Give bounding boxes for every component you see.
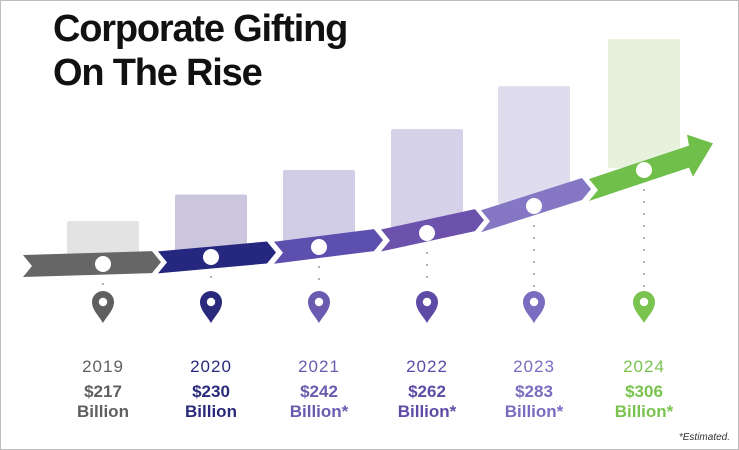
value-amount-2022: $262 <box>408 382 446 401</box>
arrow-segment-2019 <box>23 251 161 277</box>
chart-title: Corporate Gifting On The Rise <box>53 7 348 95</box>
value-label-2020: $230 Billion <box>151 382 271 422</box>
location-pin-dot-2024 <box>639 297 649 307</box>
leader-dot-2024 <box>643 189 645 191</box>
leader-dot-2024 <box>643 237 645 239</box>
value-label-2019: $217 Billion <box>43 382 163 422</box>
leader-dot-2024 <box>643 273 645 275</box>
value-label-2024: $306 Billion* <box>584 382 704 422</box>
value-amount-2024: $306 <box>625 382 663 401</box>
location-pin-icon-2022 <box>416 291 438 323</box>
title-line-2: On The Rise <box>53 52 263 94</box>
value-unit-2021: Billion* <box>289 402 349 421</box>
value-label-2023: $283 Billion* <box>474 382 594 422</box>
location-pin-icon-2023 <box>523 291 545 323</box>
value-amount-2023: $283 <box>515 382 553 401</box>
leader-dot-2023 <box>533 285 535 287</box>
value-label-2022: $262 Billion* <box>367 382 487 422</box>
leader-dot-2022 <box>426 264 428 266</box>
value-unit-2024: Billion* <box>614 402 674 421</box>
leader-dot-2024 <box>643 285 645 287</box>
bar-2022 <box>391 129 463 231</box>
location-pin-dot-2021 <box>314 297 324 307</box>
year-label-2023: 2023 <box>513 357 555 376</box>
year-label-2020: 2020 <box>190 357 232 376</box>
leader-dot-2021 <box>318 278 320 280</box>
year-label-2024: 2024 <box>623 357 665 376</box>
leader-dots <box>102 189 645 287</box>
arrow-marker-2020 <box>203 249 219 265</box>
arrow-marker-2021 <box>311 239 327 255</box>
value-label-2021: $242 Billion* <box>259 382 379 422</box>
location-pin-dot-2023 <box>529 297 539 307</box>
location-pin-dot-2019 <box>98 297 108 307</box>
location-pins <box>92 291 655 323</box>
year-label-2022: 2022 <box>406 357 448 376</box>
bar-2024 <box>608 39 680 168</box>
location-pin-icon-2021 <box>308 291 330 323</box>
value-unit-2020: Billion <box>185 402 237 421</box>
location-pin-dot-2020 <box>206 297 216 307</box>
arrow-marker-2019 <box>95 256 111 272</box>
leader-dot-2024 <box>643 249 645 251</box>
arrow-marker-2024 <box>636 162 652 178</box>
title-line-1: Corporate Gifting <box>53 8 348 50</box>
leader-dot-2023 <box>533 273 535 275</box>
value-unit-2019: Billion <box>77 402 129 421</box>
leader-dot-2023 <box>533 237 535 239</box>
value-unit-2023: Billion* <box>504 402 564 421</box>
leader-dot-2023 <box>533 249 535 251</box>
leader-dot-2023 <box>533 225 535 227</box>
location-pin-dot-2022 <box>422 297 432 307</box>
leader-dot-2024 <box>643 261 645 263</box>
bar-2019 <box>67 221 139 262</box>
value-unit-2022: Billion* <box>397 402 457 421</box>
leader-dot-2024 <box>643 225 645 227</box>
leader-dot-2022 <box>426 252 428 254</box>
value-amount-2021: $242 <box>300 382 338 401</box>
leader-dot-2019 <box>102 283 104 285</box>
arrow-marker-2022 <box>419 225 435 241</box>
location-pin-icon-2019 <box>92 291 114 323</box>
leader-dot-2023 <box>533 261 535 263</box>
value-amount-2019: $217 <box>84 382 122 401</box>
location-pin-icon-2020 <box>200 291 222 323</box>
leader-dot-2020 <box>210 276 212 278</box>
arrow-segment-2021 <box>274 229 383 264</box>
leader-dot-2024 <box>643 201 645 203</box>
arrow-markers <box>95 162 652 272</box>
year-label-2021: 2021 <box>298 357 340 376</box>
leader-dot-2021 <box>318 266 320 268</box>
footnote-estimated: *Estimated. <box>678 432 730 443</box>
bars <box>67 39 680 262</box>
leader-dot-2024 <box>643 213 645 215</box>
value-amount-2020: $230 <box>192 382 230 401</box>
bar-2021 <box>283 169 355 245</box>
arrow-marker-2023 <box>526 198 542 214</box>
leader-dot-2022 <box>426 276 428 278</box>
bar-2020 <box>175 194 247 255</box>
bar-2023 <box>498 86 570 204</box>
location-pin-icon-2024 <box>633 291 655 323</box>
year-label-2019: 2019 <box>82 357 124 376</box>
